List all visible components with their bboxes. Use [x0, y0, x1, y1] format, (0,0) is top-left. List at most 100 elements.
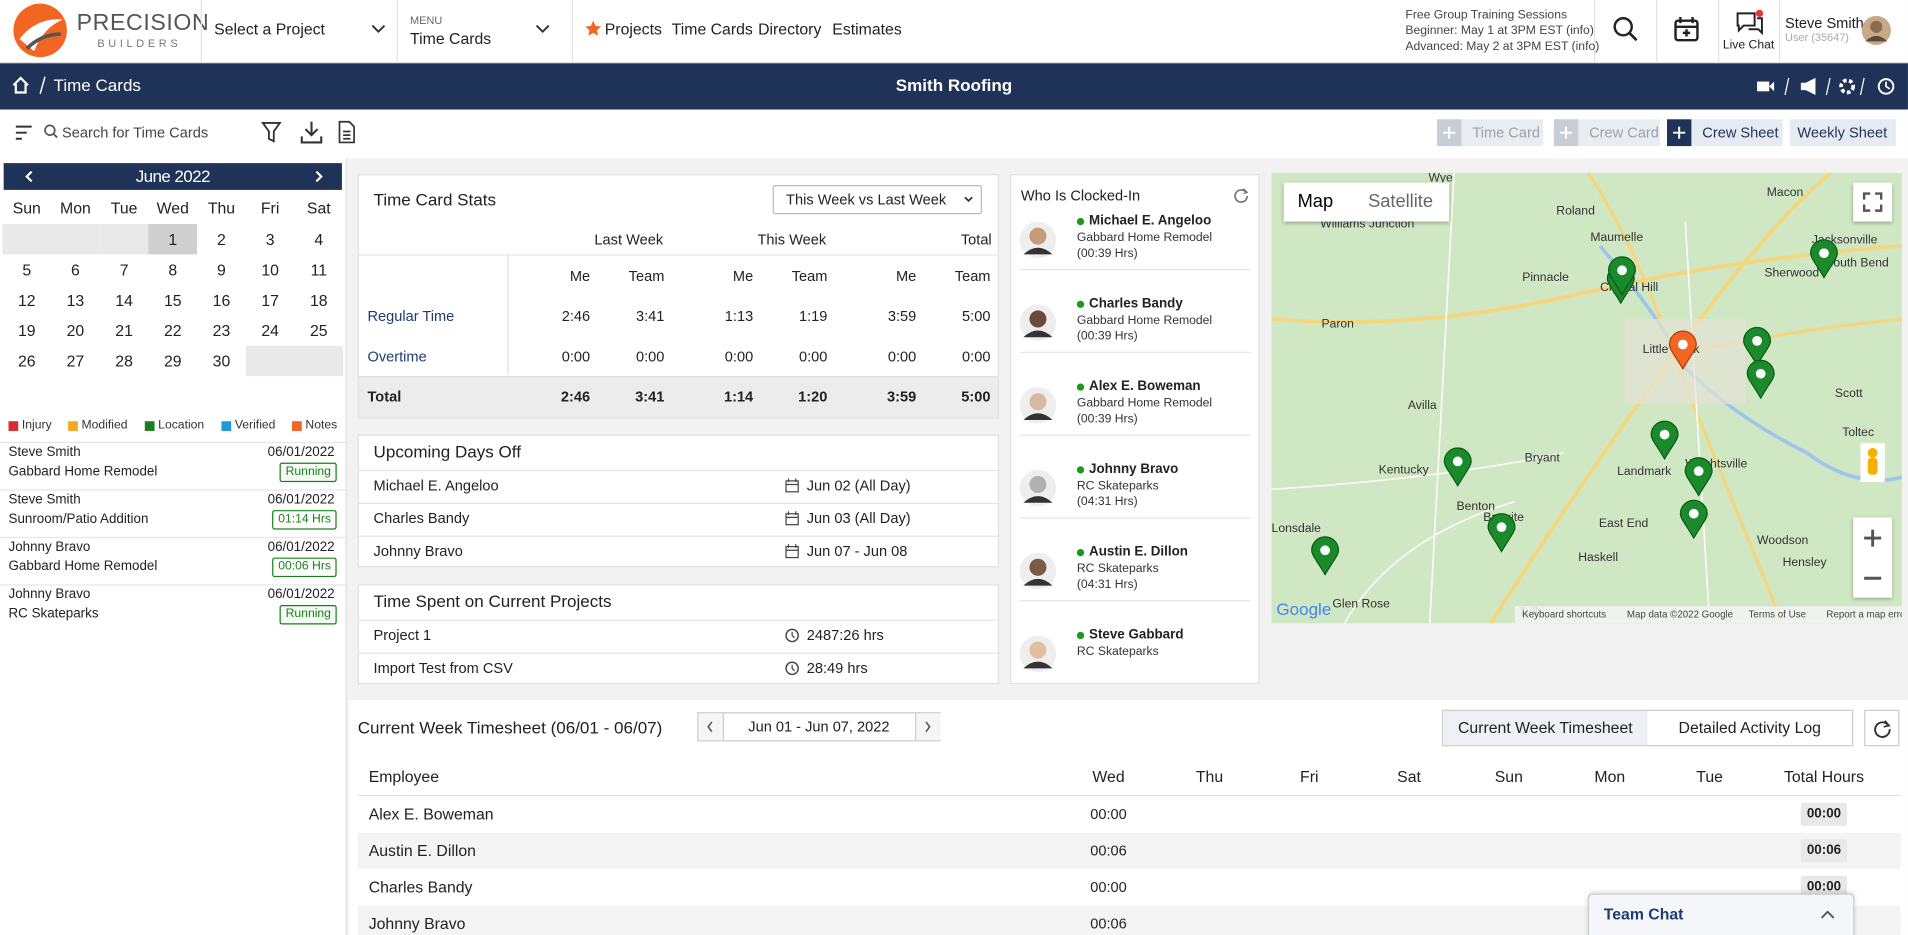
entry-status: 01:14 Hrs [272, 510, 337, 529]
calendar-day[interactable]: 9 [197, 254, 246, 284]
chat-icon[interactable] [1734, 10, 1766, 37]
legend-swatch [292, 421, 302, 431]
calendar-empty [51, 224, 100, 254]
calendar-day[interactable]: 26 [2, 346, 51, 376]
calendar-icon[interactable] [1674, 17, 1698, 41]
sort-icon[interactable] [16, 125, 33, 140]
place-label: Hensley [1783, 556, 1827, 571]
calendar-day[interactable]: 12 [2, 285, 51, 315]
calendar-day[interactable]: 20 [51, 315, 100, 345]
map-pin[interactable] [1685, 459, 1712, 496]
map-footer-text: Terms of Use [1749, 609, 1806, 621]
menu-value[interactable]: Time Cards [410, 29, 491, 48]
calendar-day[interactable]: 6 [51, 254, 100, 284]
map-type-button[interactable]: Map [1298, 191, 1334, 213]
map-pin[interactable] [1811, 241, 1838, 278]
stat-value: 3:41 [635, 388, 664, 406]
add-button[interactable]: Crew Sheet [1667, 119, 1783, 146]
calendar-day[interactable]: 27 [51, 346, 100, 376]
toolbar-icons[interactable] [260, 121, 357, 145]
map-pin-active[interactable] [1669, 332, 1696, 369]
person-hours: (00:39 Hrs) [1077, 247, 1138, 262]
map-pin[interactable] [1747, 362, 1774, 399]
nav-link[interactable]: Estimates [832, 20, 901, 39]
calendar-day[interactable]: 11 [294, 254, 343, 284]
calendar-day[interactable]: 16 [197, 285, 246, 315]
calendar-day[interactable]: 21 [100, 315, 149, 345]
map-pin[interactable] [1744, 329, 1771, 366]
add-button[interactable]: Crew Card [1554, 119, 1660, 146]
weekday: Sun [13, 199, 41, 218]
prev-month[interactable] [24, 170, 34, 182]
map-pin[interactable] [1488, 515, 1515, 552]
avatar [1020, 470, 1057, 507]
refresh-button[interactable] [1864, 710, 1899, 747]
calendar-header: June 2022 [4, 163, 342, 190]
home-icon[interactable] [12, 77, 29, 94]
zoom-in[interactable] [1863, 528, 1882, 547]
entry-name: Steve Smith [9, 445, 81, 461]
calendar-day[interactable]: 22 [148, 315, 197, 345]
calendar-day[interactable]: 4 [294, 224, 343, 254]
map-pin[interactable] [1651, 422, 1678, 459]
search-input[interactable]: Search for Time Cards [62, 124, 208, 142]
calendar-day[interactable]: 15 [148, 285, 197, 315]
calendar-day[interactable]: 23 [197, 315, 246, 345]
day-number: 29 [164, 351, 182, 370]
calendar-day[interactable]: 2 [197, 224, 246, 254]
person-project: Gabbard Home Remodel [1077, 231, 1212, 246]
map-pin[interactable] [1609, 258, 1636, 295]
next-month[interactable] [314, 170, 324, 182]
search-icon[interactable] [1612, 16, 1639, 43]
legend-swatch [68, 421, 78, 431]
calendar-day[interactable]: 29 [148, 346, 197, 376]
period-select[interactable]: This Week vs Last Week [773, 185, 982, 214]
calendar-day[interactable]: 17 [246, 285, 295, 315]
calendar-day[interactable]: 7 [100, 254, 149, 284]
calendar-day[interactable]: 24 [246, 315, 295, 345]
project-select[interactable]: Select a Project [214, 20, 325, 39]
button-label: Weekly Sheet [1797, 124, 1887, 142]
bar-icons[interactable] [1757, 75, 1898, 97]
calendar-day[interactable]: 13 [51, 285, 100, 315]
fullscreen-button[interactable] [1853, 183, 1892, 222]
stat-value: 0:00 [562, 348, 590, 366]
nav-link[interactable]: Projects [605, 20, 662, 39]
calendar-day[interactable]: 14 [100, 285, 149, 315]
user-avatar[interactable] [1862, 16, 1891, 45]
rule [359, 620, 1000, 621]
row-name: Johnny Bravo [374, 543, 463, 561]
calendar-day[interactable]: 28 [100, 346, 149, 376]
calendar-day[interactable]: 18 [294, 285, 343, 315]
calendar-day[interactable]: 5 [2, 254, 51, 284]
menu-label: MENU [410, 14, 442, 27]
divider [1656, 0, 1657, 63]
nav-link[interactable]: Directory [758, 20, 821, 39]
calendar-day[interactable]: 30 [197, 346, 246, 376]
map-type-button[interactable]: Satellite [1368, 191, 1433, 213]
user-id: User (35647) [1785, 31, 1849, 44]
star-icon [585, 21, 601, 37]
person-hours: (04:31 Hrs) [1077, 495, 1138, 510]
pegman[interactable] [1860, 443, 1884, 482]
calendar-day[interactable]: 3 [246, 224, 295, 254]
entry-date: 06/01/2022 [268, 540, 335, 556]
calendar-day[interactable]: 8 [148, 254, 197, 284]
subhead: Me [570, 268, 590, 286]
map-pin[interactable] [1312, 538, 1339, 575]
weekly-sheet-button[interactable]: Weekly Sheet [1790, 119, 1896, 146]
calendar-day[interactable]: 19 [2, 315, 51, 345]
column-header: Wed [1092, 767, 1124, 786]
calendar-day[interactable]: 25 [294, 315, 343, 345]
team-chat[interactable]: Team Chat [1588, 894, 1854, 935]
add-button[interactable]: Time Card [1437, 119, 1543, 146]
map-pin[interactable] [1444, 449, 1471, 486]
entry-status: Running [280, 605, 338, 624]
calendar-day[interactable]: 10 [246, 254, 295, 284]
nav-link[interactable]: Time Cards [672, 20, 753, 39]
day-number: 13 [67, 291, 85, 310]
refresh-icon[interactable] [1234, 187, 1249, 202]
calendar-day[interactable]: 1 [148, 224, 197, 254]
zoom-out[interactable] [1863, 569, 1882, 588]
map-pin[interactable] [1680, 502, 1707, 539]
